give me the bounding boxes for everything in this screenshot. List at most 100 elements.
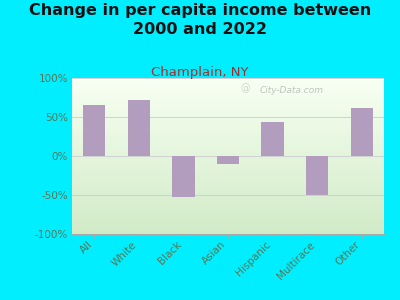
Bar	[72, 172, 384, 173]
Bar	[72, 170, 384, 172]
Bar	[72, 140, 384, 142]
Bar	[72, 130, 384, 131]
Bar	[72, 198, 384, 200]
Bar	[128, 100, 150, 156]
Bar	[72, 231, 384, 232]
Bar	[72, 217, 384, 218]
Bar	[72, 154, 384, 156]
Bar	[72, 214, 384, 215]
Bar	[72, 221, 384, 223]
Bar	[72, 212, 384, 214]
Bar	[72, 117, 384, 118]
Bar	[72, 120, 384, 122]
Bar	[72, 116, 384, 117]
Bar	[72, 83, 384, 84]
Bar	[72, 173, 384, 175]
Bar	[72, 81, 384, 83]
Bar	[72, 147, 384, 148]
Bar	[72, 91, 384, 92]
Bar	[72, 80, 384, 81]
Bar	[72, 136, 384, 137]
Bar	[72, 181, 384, 182]
Bar	[72, 218, 384, 220]
Bar	[72, 223, 384, 225]
Bar	[72, 208, 384, 209]
Bar	[72, 162, 384, 164]
Bar	[72, 145, 384, 147]
Bar	[72, 229, 384, 231]
Bar	[350, 108, 373, 156]
Bar	[72, 151, 384, 153]
Bar	[172, 156, 194, 197]
Bar	[72, 84, 384, 86]
Bar	[72, 87, 384, 89]
Bar	[72, 204, 384, 206]
Bar	[72, 133, 384, 134]
Bar	[72, 106, 384, 108]
Bar	[72, 232, 384, 234]
Bar	[72, 122, 384, 123]
Bar	[72, 165, 384, 167]
Bar	[72, 189, 384, 190]
Bar	[72, 206, 384, 208]
Bar	[72, 164, 384, 165]
Bar	[72, 184, 384, 186]
Bar	[72, 196, 384, 198]
Bar	[72, 123, 384, 125]
Bar	[72, 153, 384, 154]
Bar	[72, 131, 384, 133]
Bar	[72, 92, 384, 94]
Bar	[72, 118, 384, 120]
Bar	[72, 179, 384, 181]
Text: Champlain, NY: Champlain, NY	[151, 66, 249, 79]
Bar	[72, 201, 384, 203]
Bar	[72, 176, 384, 178]
Bar	[72, 97, 384, 98]
Bar	[72, 104, 384, 106]
Bar	[72, 215, 384, 217]
Bar	[72, 114, 384, 116]
Bar	[72, 148, 384, 150]
Bar	[72, 159, 384, 161]
Bar	[72, 89, 384, 91]
Bar	[72, 211, 384, 212]
Bar	[72, 78, 384, 80]
Bar	[262, 122, 284, 156]
Bar	[217, 156, 239, 164]
Bar	[72, 126, 384, 128]
Bar	[72, 143, 384, 145]
Bar	[72, 103, 384, 104]
Bar	[72, 112, 384, 114]
Bar	[72, 86, 384, 87]
Bar	[72, 156, 384, 158]
Bar	[72, 94, 384, 95]
Bar	[72, 182, 384, 184]
Bar	[72, 220, 384, 221]
Bar	[72, 175, 384, 176]
Text: Change in per capita income between
2000 and 2022: Change in per capita income between 2000…	[29, 3, 371, 37]
Text: @: @	[240, 83, 250, 93]
Bar	[72, 98, 384, 100]
Bar	[72, 169, 384, 170]
Bar	[72, 192, 384, 194]
Bar	[72, 95, 384, 97]
Bar	[72, 101, 384, 103]
Bar	[72, 158, 384, 159]
Bar	[72, 111, 384, 112]
Bar	[72, 139, 384, 140]
Bar	[72, 195, 384, 196]
Bar	[72, 108, 384, 109]
Bar	[72, 167, 384, 169]
Bar	[72, 190, 384, 192]
Bar	[72, 137, 384, 139]
Bar	[72, 178, 384, 179]
Bar	[72, 194, 384, 195]
Bar	[72, 109, 384, 111]
Bar	[72, 186, 384, 187]
Bar	[72, 209, 384, 211]
Bar	[72, 128, 384, 130]
Bar	[83, 105, 106, 156]
Bar	[72, 134, 384, 136]
Bar	[72, 150, 384, 151]
Bar	[72, 225, 384, 226]
